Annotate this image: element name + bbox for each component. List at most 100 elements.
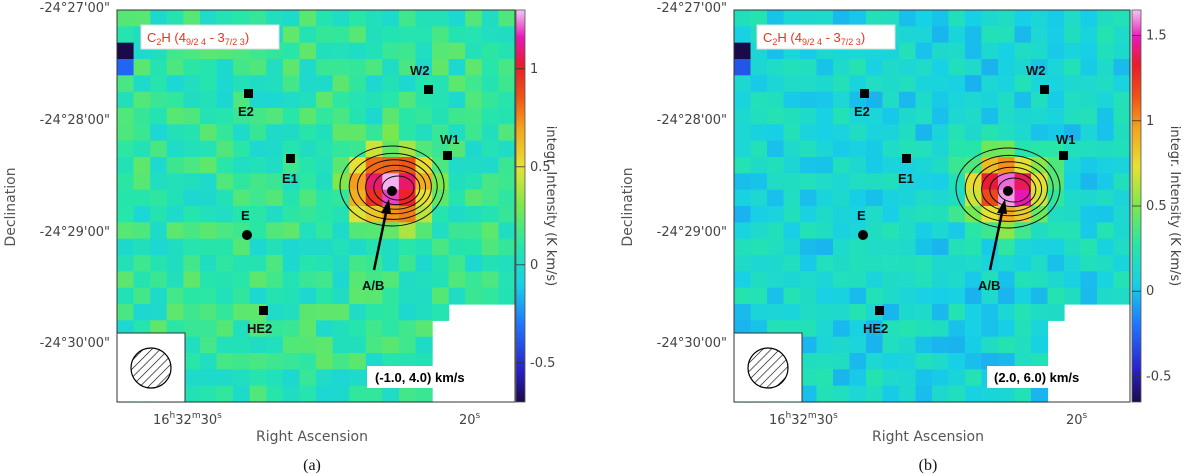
map-pixel [166, 59, 184, 76]
map-pixel [915, 59, 933, 76]
map-pixel [498, 42, 516, 60]
map-pixel [282, 26, 301, 44]
map-pixel [866, 173, 884, 191]
map-pixel [299, 336, 317, 354]
svg-text:C2H (49/2 4 - 37/2 3): C2H (49/2 4 - 37/2 3) [763, 30, 865, 47]
map-pixel [465, 10, 483, 27]
map-pixel [734, 206, 752, 223]
map-pixel [1064, 75, 1082, 93]
map-pixel [382, 26, 400, 44]
map-pixel [216, 271, 234, 289]
map-pixel [365, 206, 383, 223]
map-pixel [849, 353, 867, 370]
map-pixel [299, 108, 317, 125]
map-pixel [266, 336, 284, 354]
map-pixel [398, 91, 417, 109]
map-pixel [1014, 59, 1032, 76]
map-pixel [448, 10, 466, 27]
map-pixel [349, 271, 367, 289]
source-marker-he2 [875, 306, 884, 315]
map-pixel [216, 91, 234, 109]
map-pixel [965, 124, 983, 142]
map-pixel [882, 173, 900, 191]
map-pixel [150, 91, 168, 109]
map-pixel [998, 26, 1016, 44]
map-pixel [316, 287, 334, 305]
map-pixel [816, 369, 834, 387]
map-pixel [767, 238, 785, 256]
map-pixel [849, 75, 867, 93]
map-pixel [816, 75, 834, 93]
map-pixel [382, 385, 400, 403]
map-pixel [1113, 108, 1131, 125]
map-pixel [233, 353, 251, 370]
contour-line [989, 172, 1037, 208]
map-pixel [233, 157, 251, 174]
map-pixel [299, 140, 317, 158]
map-pixel [1047, 238, 1065, 256]
map-pixel [432, 304, 450, 321]
map-pixel [266, 304, 284, 321]
map-pixel [150, 222, 168, 240]
map-pixel [316, 91, 334, 109]
map-pixel [199, 157, 218, 174]
map-pixel [365, 353, 383, 370]
source-label-e2: E2 [854, 104, 870, 119]
map-pixel [948, 108, 966, 125]
contour-line [339, 145, 445, 227]
map-pixel [183, 222, 201, 240]
map-pixel [481, 157, 500, 174]
map-pixel [1064, 124, 1082, 142]
map-pixel [183, 75, 201, 93]
map-pixel [398, 140, 417, 158]
map-pixel [981, 91, 999, 109]
map-pixel [117, 124, 135, 142]
map-pixel [316, 42, 334, 60]
map-pixel [133, 91, 151, 109]
map-pixel [282, 385, 301, 403]
map-pixel [750, 157, 768, 174]
dec-tick-label: -24°28'00" [40, 113, 110, 128]
map-pixel [382, 173, 400, 191]
map-pixel [299, 255, 317, 272]
map-pixel [117, 108, 135, 125]
map-pixel [266, 353, 284, 370]
ra-tick-label: 16h32m30s [153, 411, 222, 428]
source-marker-w1 [443, 151, 452, 160]
arrow-ab [372, 207, 389, 271]
contours-a [339, 145, 445, 227]
map-pixel [1014, 157, 1032, 174]
map-pixel [833, 173, 851, 191]
map-pixel [133, 238, 151, 256]
map-pixel [932, 353, 950, 370]
map-pixel [316, 59, 334, 76]
map-pixel [448, 206, 466, 223]
map-pixel [382, 91, 400, 109]
map-pixel [432, 59, 450, 76]
map-pixel [199, 353, 218, 370]
map-pixel [849, 255, 867, 272]
map-pixel [915, 255, 933, 272]
map-pixel [349, 10, 367, 27]
map-pixel [481, 140, 500, 158]
map-pixel [948, 59, 966, 76]
map-pixel [448, 238, 466, 256]
map-pixel [282, 42, 301, 60]
map-pixel [332, 10, 350, 27]
map-pixel [1064, 108, 1082, 125]
map-pixel [199, 304, 218, 321]
map-pixel [783, 75, 801, 93]
map-pixel [282, 222, 301, 240]
map-pixel [183, 140, 201, 158]
map-pixel [981, 385, 999, 403]
map-pixel [915, 353, 933, 370]
map-pixel [1014, 287, 1032, 305]
map-pixel [233, 59, 251, 76]
map-pixel [233, 140, 251, 158]
map-pixel [349, 353, 367, 370]
map-pixel [981, 287, 999, 305]
map-pixel [1047, 287, 1065, 305]
map-pixel [1014, 42, 1032, 60]
map-pixel [332, 173, 350, 191]
map-pixel [498, 157, 516, 174]
